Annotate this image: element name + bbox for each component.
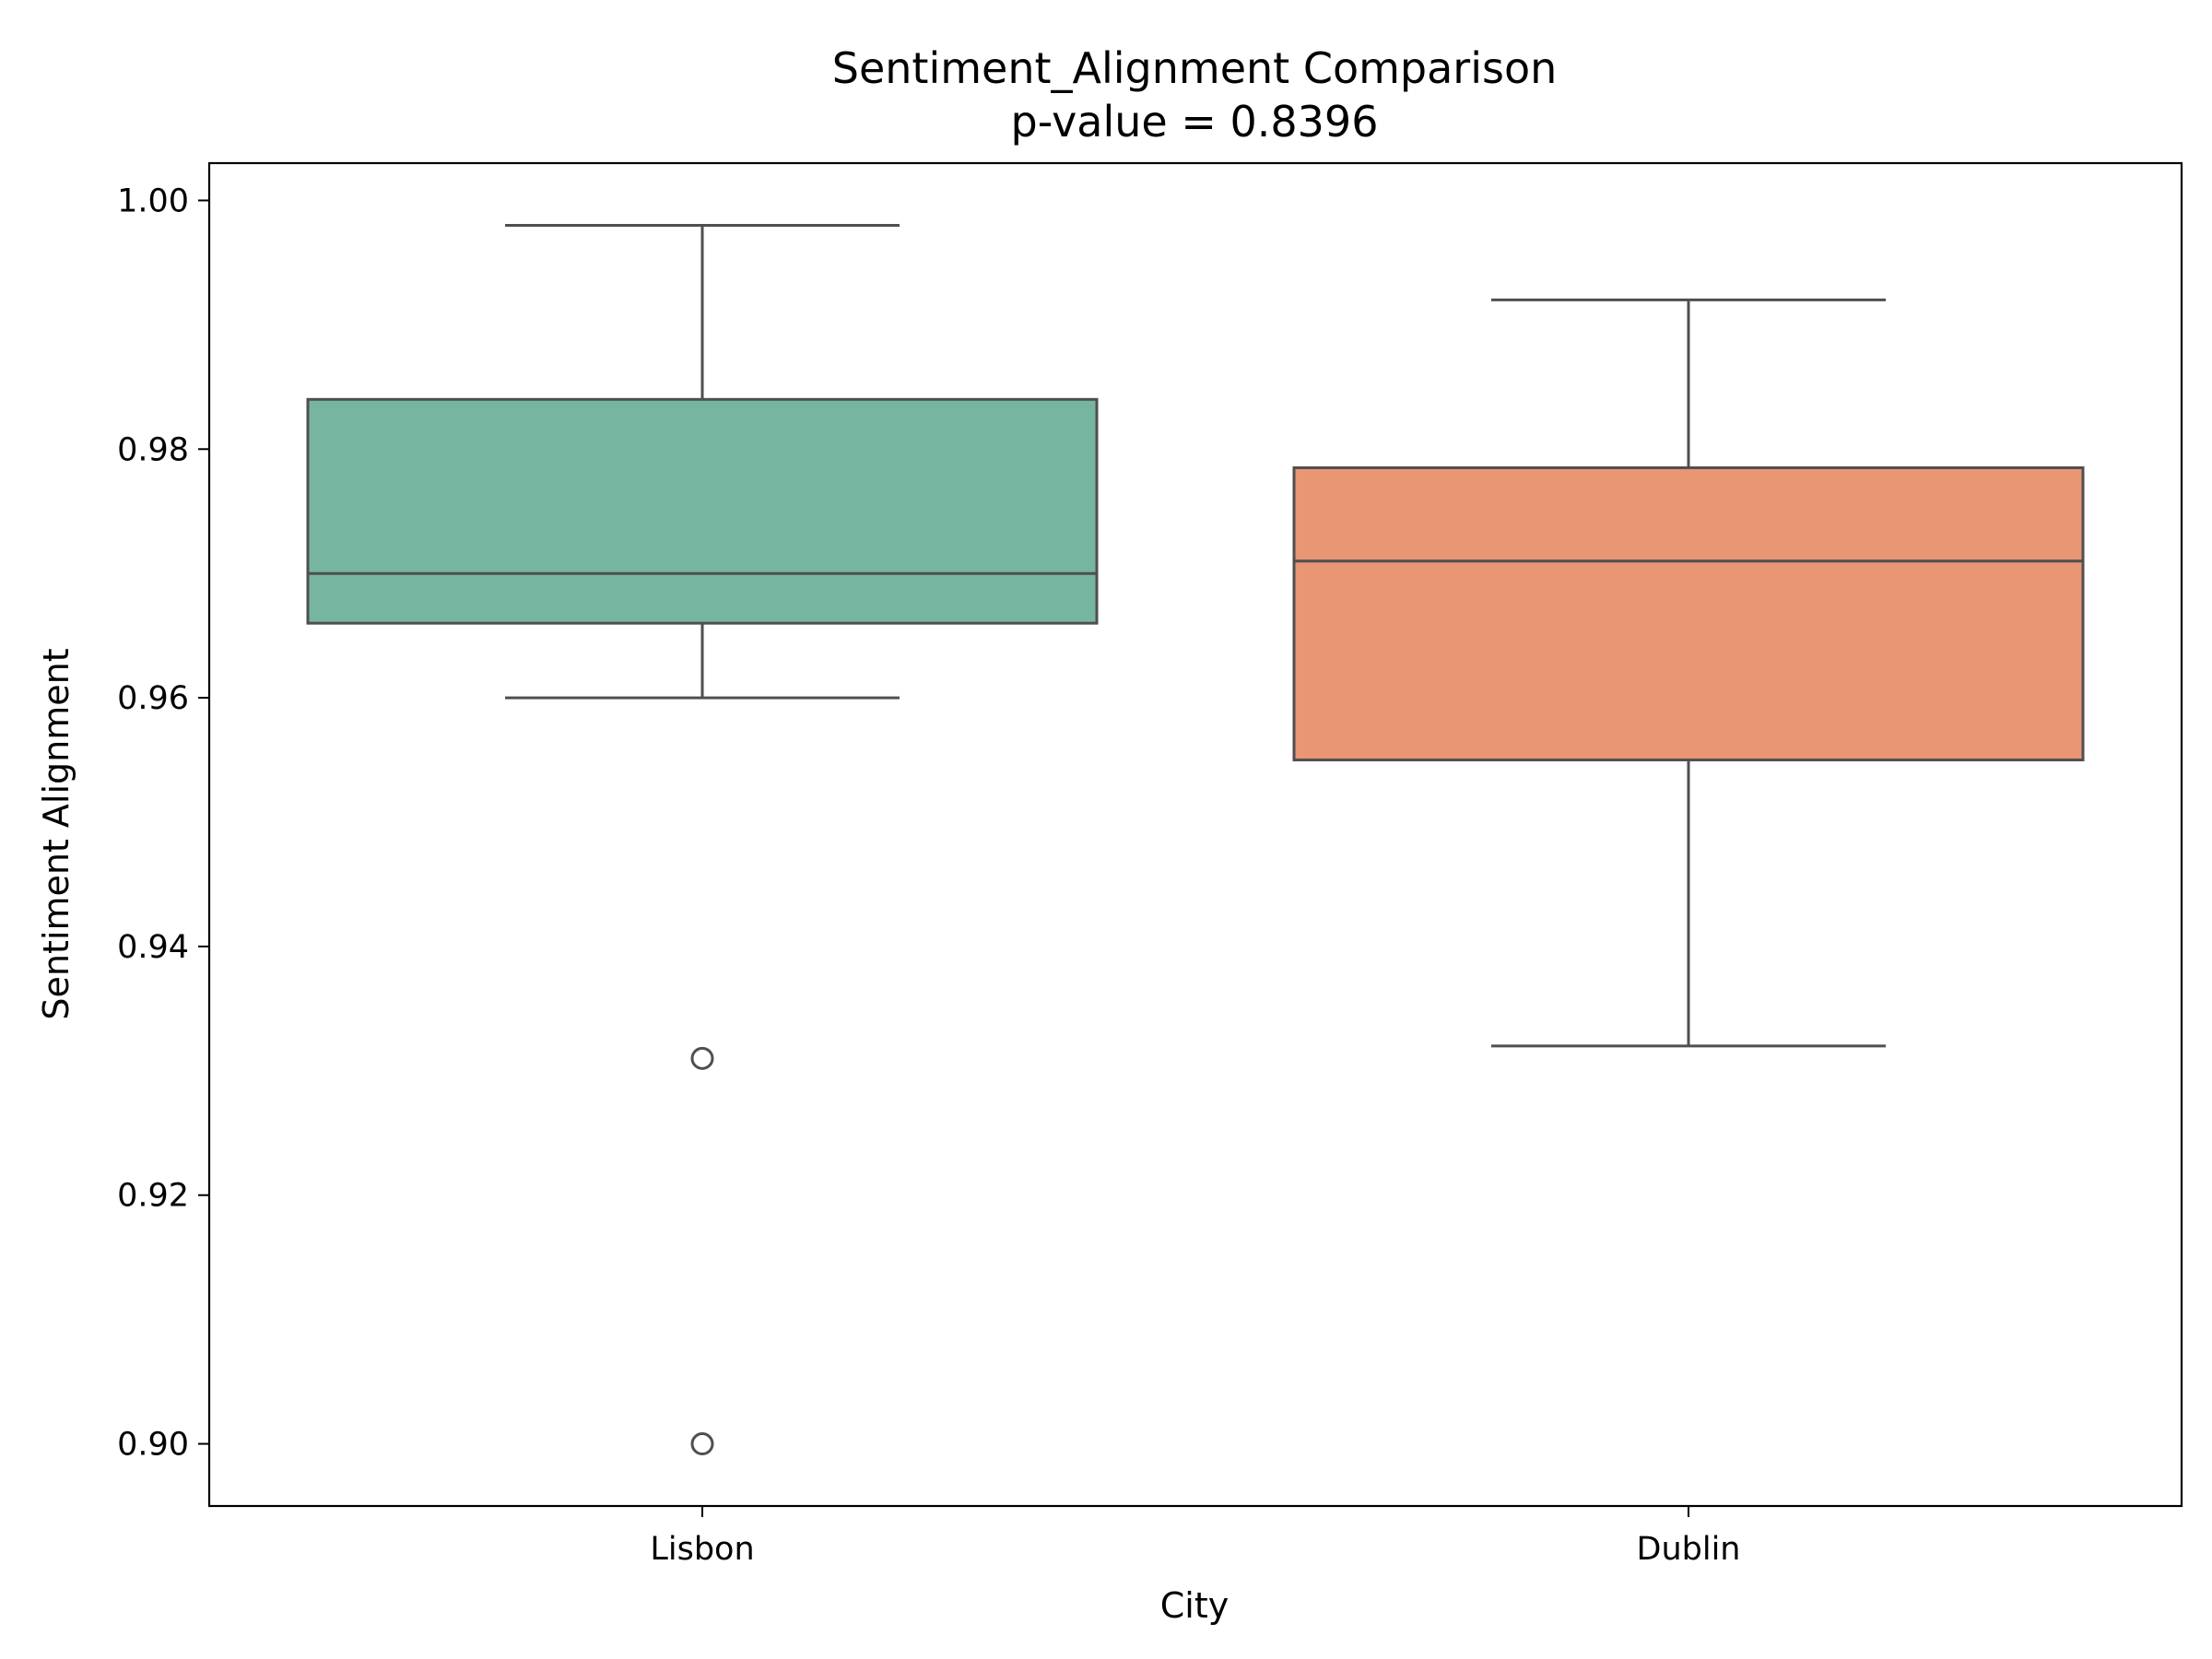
x-axis: Lisbon Dublin [650,1506,1740,1568]
box-iqr [1292,466,2085,762]
plot-frame [207,161,2183,1508]
box-group-lisbon [306,223,1099,1456]
box-iqr [306,397,1099,625]
y-tick-label: 0.94 [117,929,189,966]
y-tick-label: 1.00 [117,182,189,219]
x-axis-label: City [1160,1585,1229,1626]
chart-title: Sentiment_Alignment Comparison [832,43,1558,93]
y-axis: 0.90 0.92 0.94 0.96 0.98 1.00 [117,182,209,1464]
y-tick-label: 0.98 [117,431,189,468]
x-tick-label: Lisbon [650,1531,754,1568]
y-tick-label: 0.96 [117,680,189,717]
outlier-point [690,1432,714,1456]
outlier-point [690,1046,714,1070]
x-tick-label: Dublin [1637,1531,1741,1568]
y-tick-label: 0.90 [117,1427,189,1464]
y-axis-label: Sentiment Alignment [36,648,76,1019]
box-group-dublin [1292,298,2085,1048]
plot-area [306,223,2085,1456]
y-tick-label: 0.92 [117,1178,189,1215]
chart-subtitle: p-value = 0.8396 [1011,97,1379,147]
